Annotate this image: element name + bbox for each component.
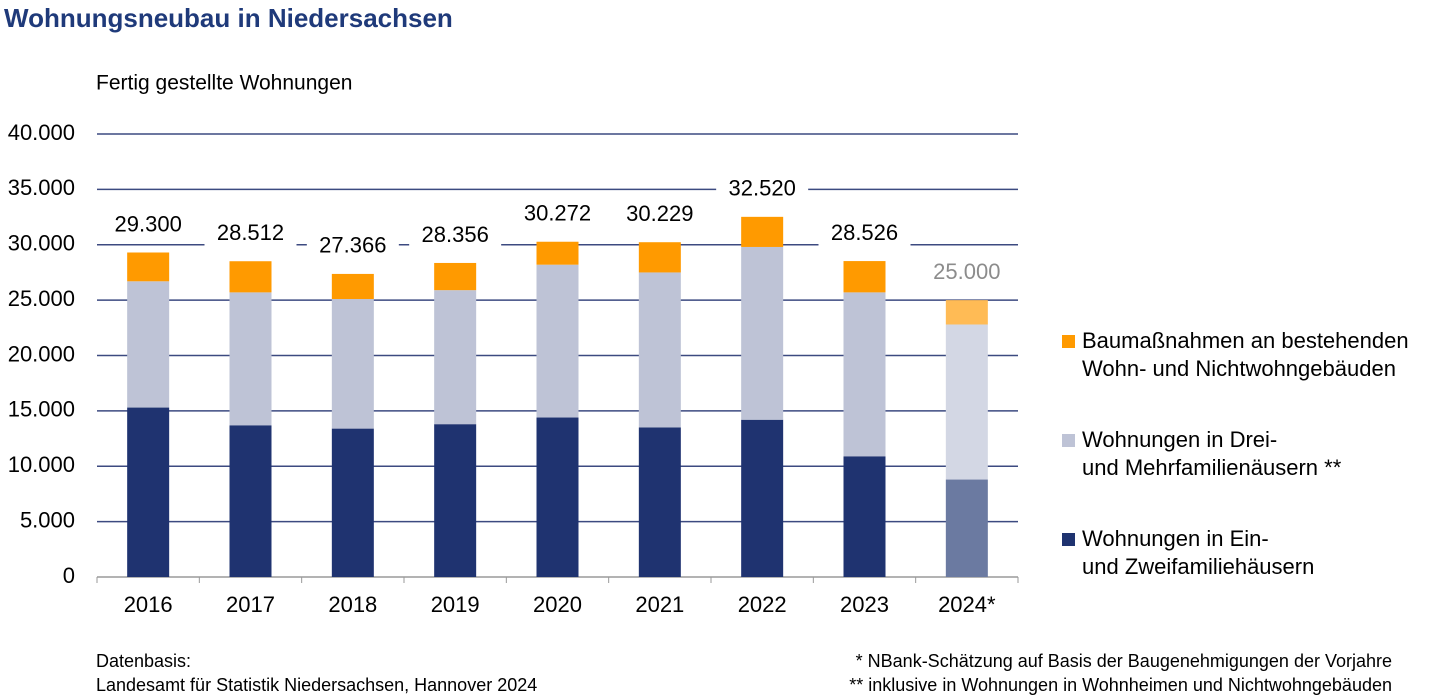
bar-segment (843, 261, 886, 293)
total-label-bg (818, 221, 911, 248)
bar-segment (945, 324, 988, 480)
total-label-bg (306, 233, 399, 260)
bar-segment (945, 300, 988, 325)
bar-segment (434, 262, 477, 291)
total-labels: 29.300 28.512 27.366 28.356 30.272 30.229 32.5… (102, 176, 1013, 287)
source: Datenbasis: (96, 651, 191, 671)
chart-title: Wohnungsneubau in Niedersachsen (4, 3, 453, 33)
bar-segment (434, 290, 477, 425)
bar-segment (434, 424, 477, 577)
legend-label: Wohnungen in Drei- und Mehrfamilienäuser… (1082, 427, 1342, 480)
footnote: ** inklusive in Wohnungen in Wohnheimen … (849, 675, 1392, 695)
bar-segment (536, 264, 579, 418)
y-tick-label: 40.000 (8, 120, 75, 145)
legend-label: Wohnungen in Ein- und Zweifamiliehäusern (1082, 526, 1315, 579)
bar-segment (741, 216, 784, 247)
bar-segment (945, 479, 988, 577)
bar-segment (741, 419, 784, 577)
total-label: 30.229 (626, 201, 693, 226)
total-label-bg (613, 202, 706, 229)
bar-segment (127, 281, 170, 408)
total-label: 25.000 (933, 259, 1000, 284)
x-tick-label: 2024* (938, 592, 996, 617)
bar-segment (536, 417, 579, 577)
bar-segment (229, 425, 272, 577)
bar-segment (229, 261, 272, 293)
bar-segment (127, 252, 170, 282)
bar-segment (536, 241, 579, 265)
y-tick-label: 15.000 (8, 397, 75, 422)
x-tick-label: 2018 (328, 592, 377, 617)
total-label: 28.512 (217, 220, 284, 245)
footnote: * NBank-Schätzung auf Basis der Baugeneh… (856, 651, 1392, 671)
total-label: 32.520 (729, 176, 796, 201)
bar-segment (741, 246, 784, 420)
y-tick-label: 25.000 (8, 286, 75, 311)
bar-segment (843, 456, 886, 577)
total-label-bg (920, 260, 1013, 287)
total-label: 30.272 (524, 201, 591, 226)
x-tick-label: 2023 (840, 592, 889, 617)
legend-swatch (1062, 434, 1075, 447)
total-label: 28.356 (422, 222, 489, 247)
total-label-bg (409, 222, 502, 249)
total-label-bg (716, 176, 809, 203)
y-tick-label: 10.000 (8, 452, 75, 477)
bar-segment (843, 292, 886, 457)
legend-swatch (1062, 533, 1075, 546)
bar-segment (331, 299, 374, 429)
x-tick-label: 2021 (635, 592, 684, 617)
total-label-bg (511, 201, 604, 228)
y-axis-label: Fertig gestellte Wohnungen (96, 72, 352, 95)
total-label: 28.526 (831, 220, 898, 245)
bar-segment (331, 428, 374, 577)
y-tick-label: 30.000 (8, 231, 75, 256)
y-tick-label: 0 (63, 563, 75, 588)
bar-segment (638, 272, 681, 428)
x-tick-label: 2019 (431, 592, 480, 617)
y-tick-label: 5.000 (20, 507, 75, 532)
total-label: 27.366 (319, 233, 386, 258)
total-label-bg (102, 212, 195, 239)
x-tick-label: 2020 (533, 592, 582, 617)
x-tick-label: 2022 (738, 592, 787, 617)
bar-segment (638, 427, 681, 577)
bar-segment (229, 292, 272, 426)
legend-swatch (1062, 335, 1075, 348)
source: Landesamt für Statistik Niedersachsen, H… (96, 675, 537, 695)
total-label: 29.300 (115, 211, 182, 236)
x-tick-label: 2017 (226, 592, 275, 617)
legend-label: Baumaßnahmen an bestehenden Wohn- und Ni… (1082, 328, 1409, 381)
total-label-bg (204, 221, 297, 248)
bar-segment (638, 242, 681, 273)
y-tick-label: 35.000 (8, 175, 75, 200)
bar-segment (331, 273, 374, 300)
x-tick-label: 2016 (124, 592, 173, 617)
y-tick-label: 20.000 (8, 341, 75, 366)
bar-segment (127, 407, 170, 577)
